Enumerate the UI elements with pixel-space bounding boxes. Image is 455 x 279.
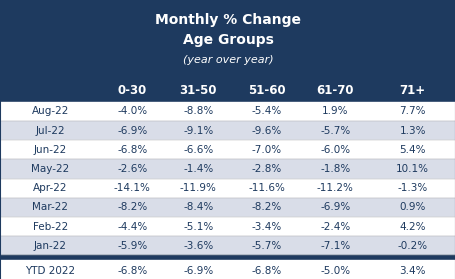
Text: 10.1%: 10.1% — [395, 164, 428, 174]
Text: May-22: May-22 — [31, 164, 69, 174]
Text: Aug-22: Aug-22 — [31, 106, 69, 116]
Text: -5.0%: -5.0% — [319, 266, 349, 276]
Text: -14.1%: -14.1% — [114, 183, 150, 193]
Text: YTD 2022: YTD 2022 — [25, 266, 75, 276]
Text: -5.4%: -5.4% — [251, 106, 281, 116]
Text: Jul-22: Jul-22 — [35, 126, 65, 136]
Text: -5.7%: -5.7% — [251, 241, 281, 251]
Text: -9.1%: -9.1% — [183, 126, 213, 136]
Bar — [0, 140, 455, 159]
Text: -6.0%: -6.0% — [319, 145, 349, 155]
Text: -4.0%: -4.0% — [117, 106, 147, 116]
Text: 3.4%: 3.4% — [399, 266, 425, 276]
Text: Monthly % Change: Monthly % Change — [155, 13, 300, 27]
Text: 1.3%: 1.3% — [399, 126, 425, 136]
Bar — [0, 159, 455, 179]
Text: 61-70: 61-70 — [316, 84, 353, 97]
Text: -9.6%: -9.6% — [251, 126, 281, 136]
Text: -3.4%: -3.4% — [251, 222, 281, 232]
Text: -6.8%: -6.8% — [117, 266, 147, 276]
Text: -7.0%: -7.0% — [251, 145, 281, 155]
Text: -6.8%: -6.8% — [251, 266, 281, 276]
Text: 51-60: 51-60 — [248, 84, 285, 97]
Text: -4.4%: -4.4% — [117, 222, 147, 232]
Text: -1.4%: -1.4% — [183, 164, 213, 174]
Text: -6.8%: -6.8% — [117, 145, 147, 155]
Text: -11.2%: -11.2% — [316, 183, 353, 193]
Bar — [0, 260, 455, 279]
Text: Apr-22: Apr-22 — [33, 183, 67, 193]
Text: 4.2%: 4.2% — [399, 222, 425, 232]
Text: -5.9%: -5.9% — [117, 241, 147, 251]
Text: -2.8%: -2.8% — [251, 164, 281, 174]
Text: 0.9%: 0.9% — [399, 202, 425, 212]
Bar — [0, 102, 455, 121]
Bar — [0, 179, 455, 198]
Text: -11.6%: -11.6% — [248, 183, 284, 193]
Text: -7.1%: -7.1% — [319, 241, 349, 251]
Text: -6.6%: -6.6% — [183, 145, 213, 155]
Text: -11.9%: -11.9% — [180, 183, 216, 193]
Text: -6.9%: -6.9% — [319, 202, 349, 212]
Bar — [0, 236, 455, 255]
Text: -1.8%: -1.8% — [319, 164, 349, 174]
Text: -2.4%: -2.4% — [319, 222, 349, 232]
Bar — [0, 255, 455, 260]
Bar — [0, 217, 455, 236]
Bar — [0, 198, 455, 217]
Text: -8.2%: -8.2% — [251, 202, 281, 212]
Text: -3.6%: -3.6% — [183, 241, 213, 251]
Text: -8.8%: -8.8% — [183, 106, 213, 116]
Text: -0.2%: -0.2% — [397, 241, 427, 251]
Text: 0-30: 0-30 — [117, 84, 147, 97]
Text: (year over year): (year over year) — [182, 55, 273, 65]
Bar — [0, 121, 455, 140]
Text: -8.4%: -8.4% — [183, 202, 213, 212]
Text: -6.9%: -6.9% — [117, 126, 147, 136]
Text: -6.9%: -6.9% — [183, 266, 213, 276]
Text: Feb-22: Feb-22 — [32, 222, 68, 232]
Text: -2.6%: -2.6% — [117, 164, 147, 174]
Text: -5.7%: -5.7% — [319, 126, 349, 136]
Bar — [0, 0, 455, 80]
Text: 5.4%: 5.4% — [399, 145, 425, 155]
Bar — [0, 80, 455, 102]
Text: 7.7%: 7.7% — [399, 106, 425, 116]
Text: Jun-22: Jun-22 — [34, 145, 66, 155]
Text: 1.9%: 1.9% — [321, 106, 348, 116]
Text: Mar-22: Mar-22 — [32, 202, 68, 212]
Text: 31-50: 31-50 — [179, 84, 217, 97]
Text: 71+: 71+ — [399, 84, 425, 97]
Text: Age Groups: Age Groups — [182, 33, 273, 47]
Text: Jan-22: Jan-22 — [34, 241, 66, 251]
Text: -5.1%: -5.1% — [183, 222, 213, 232]
Text: -8.2%: -8.2% — [117, 202, 147, 212]
Text: -1.3%: -1.3% — [397, 183, 427, 193]
